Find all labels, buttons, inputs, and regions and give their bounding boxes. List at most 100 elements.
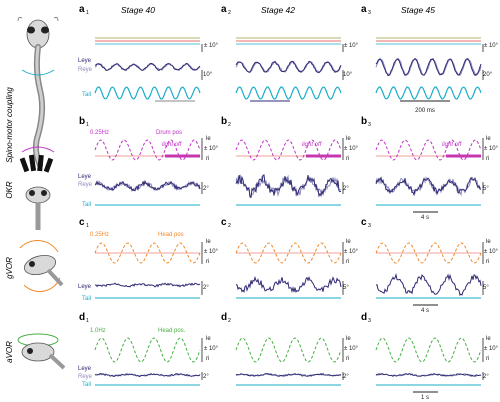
stim-light-b2: light off xyxy=(302,142,323,148)
gvor-illustration xyxy=(19,239,64,293)
time-bar-label-d: 1 s xyxy=(421,395,429,401)
trace-leye-a1 xyxy=(94,62,201,72)
side-ri-b2: ri xyxy=(346,156,349,162)
stim-light-b3: light off xyxy=(442,142,463,148)
panel-letter-d1: d xyxy=(79,312,85,323)
scale-b-top-1: ± 10° xyxy=(204,146,219,152)
time-bar-labels: 200 ms 4 s 4 s 1 s xyxy=(415,108,435,401)
scale-c-top-1: ± 10° xyxy=(204,249,219,255)
row-label-okr: OKR xyxy=(5,181,14,199)
scale-d-eye-1: 2° xyxy=(203,374,209,380)
side-ri-b3: ri xyxy=(486,156,489,162)
row-b-labels: 0.25Hz Drum pos light off light off ligh… xyxy=(78,130,463,208)
side-le-c2: le xyxy=(346,239,351,245)
panel-letter-a1: a xyxy=(79,4,85,15)
svg-text:2: 2 xyxy=(228,122,231,128)
row-label-gvor: gVOR xyxy=(5,257,14,279)
avor-illustration xyxy=(17,333,66,370)
trace-label-leye-c: Leye xyxy=(78,284,92,290)
side-ri-c2: ri xyxy=(346,259,349,265)
trace-label-reye-b: Reye xyxy=(78,182,93,188)
side-le-b1: le xyxy=(206,136,211,142)
svg-text:3: 3 xyxy=(368,122,371,128)
trace-tail-a1 xyxy=(94,86,201,100)
stim-label-head-d: Head pos. xyxy=(158,328,186,334)
panel-letter-a2: a xyxy=(221,4,227,15)
stage-header-3: Stage 45 xyxy=(401,5,435,15)
time-bar-label-a: 200 ms xyxy=(415,108,435,114)
side-ri-c1: ri xyxy=(206,259,209,265)
side-le-d2: le xyxy=(346,336,351,342)
trace-drum-b1 xyxy=(94,139,201,161)
scale-labels: ± 10° ± 10° ± 10° 10° 10° 20° le ± 10° r… xyxy=(203,43,499,380)
trace-leye-b1 xyxy=(94,179,201,192)
time-bar-label-c: 4 s xyxy=(421,308,429,314)
trace-reye-a2 xyxy=(235,60,342,74)
trace-reye-a3 xyxy=(375,57,482,77)
side-le-d3: le xyxy=(486,336,491,342)
trace-label-leye-d: Leye xyxy=(78,366,92,372)
trace-label-tail-b: Tail xyxy=(82,202,91,208)
row-label-avor: aVOR xyxy=(5,341,14,363)
trace-label-leye-a: Leye xyxy=(78,58,92,64)
trace-drum-b2 xyxy=(235,139,342,161)
side-ri-c3: ri xyxy=(486,259,489,265)
scale-b-eye-2: 2° xyxy=(343,186,349,192)
trace-leye-c2 xyxy=(235,275,342,294)
stim-freq-c: 0.25Hz xyxy=(90,232,109,238)
panel-letter-c1: c xyxy=(79,217,85,228)
side-ri-d2: ri xyxy=(346,356,349,362)
panel-letter-d3: d xyxy=(361,312,367,323)
trace-label-leye-b: Leye xyxy=(78,174,92,180)
trace-label-tail-d: Tail xyxy=(82,382,91,388)
scale-c-eye-2: 5° xyxy=(343,285,349,291)
trace-leye-d3 xyxy=(375,372,482,378)
scale-a-top-3: ± 10° xyxy=(484,43,499,49)
scale-a-eye-3: 20° xyxy=(483,72,493,78)
scale-c-eye-3: 5° xyxy=(483,285,489,291)
scale-d-top-2: ± 10° xyxy=(344,346,359,352)
scale-c-top-3: ± 10° xyxy=(484,249,499,255)
row-a-labels: Leye Reye Tail xyxy=(78,58,93,98)
trace-drum-b3 xyxy=(375,139,482,161)
trace-leye-c1 xyxy=(94,282,201,288)
svg-text:3: 3 xyxy=(368,223,371,229)
trace-label-tail-a: Tail xyxy=(82,92,91,98)
trace-head-d3 xyxy=(375,337,482,363)
trace-label-reye-d: Reye xyxy=(78,374,93,380)
side-le-d1: le xyxy=(206,336,211,342)
side-le-c1: le xyxy=(206,239,211,245)
trace-tail-a2 xyxy=(235,86,342,100)
svg-text:3: 3 xyxy=(368,318,371,324)
panel-letter-a3: a xyxy=(361,4,367,15)
stim-label-drum: Drum pos xyxy=(156,130,182,136)
scale-d-eye-3: 2° xyxy=(483,374,489,380)
svg-text:1: 1 xyxy=(86,318,89,324)
scale-a-eye-1: 10° xyxy=(203,72,213,78)
panel-letter-b3: b xyxy=(361,116,367,127)
trace-leye-d1 xyxy=(94,372,201,378)
stim-freq-d: 1.0Hz xyxy=(90,328,106,334)
stage-header-1: Stage 40 xyxy=(121,5,155,15)
scale-a-top-2: ± 10° xyxy=(344,43,359,49)
scale-c-eye-1: 2° xyxy=(203,285,209,291)
trace-leye-b3 xyxy=(375,176,482,197)
panel-letter-b2: b xyxy=(221,116,227,127)
stim-freq-b: 0.25Hz xyxy=(90,130,109,136)
traces-layer xyxy=(94,37,484,393)
trace-label-tail-c: Tail xyxy=(82,296,91,302)
svg-text:2: 2 xyxy=(228,318,231,324)
trace-leye-a2 xyxy=(235,60,342,74)
scale-b-top-3: ± 10° xyxy=(484,146,499,152)
trace-leye-b2 xyxy=(235,174,342,198)
scale-b-eye-1: 2° xyxy=(203,186,209,192)
stage-header-2: Stage 42 xyxy=(261,5,295,15)
scale-c-top-2: ± 10° xyxy=(344,249,359,255)
trace-leye-a3 xyxy=(375,57,482,77)
scale-a-eye-2: 10° xyxy=(343,72,353,78)
row-label-spinal: Spino-motor coupling xyxy=(5,87,14,163)
scale-b-eye-3: 5° xyxy=(483,186,489,192)
side-le-b3: le xyxy=(486,136,491,142)
